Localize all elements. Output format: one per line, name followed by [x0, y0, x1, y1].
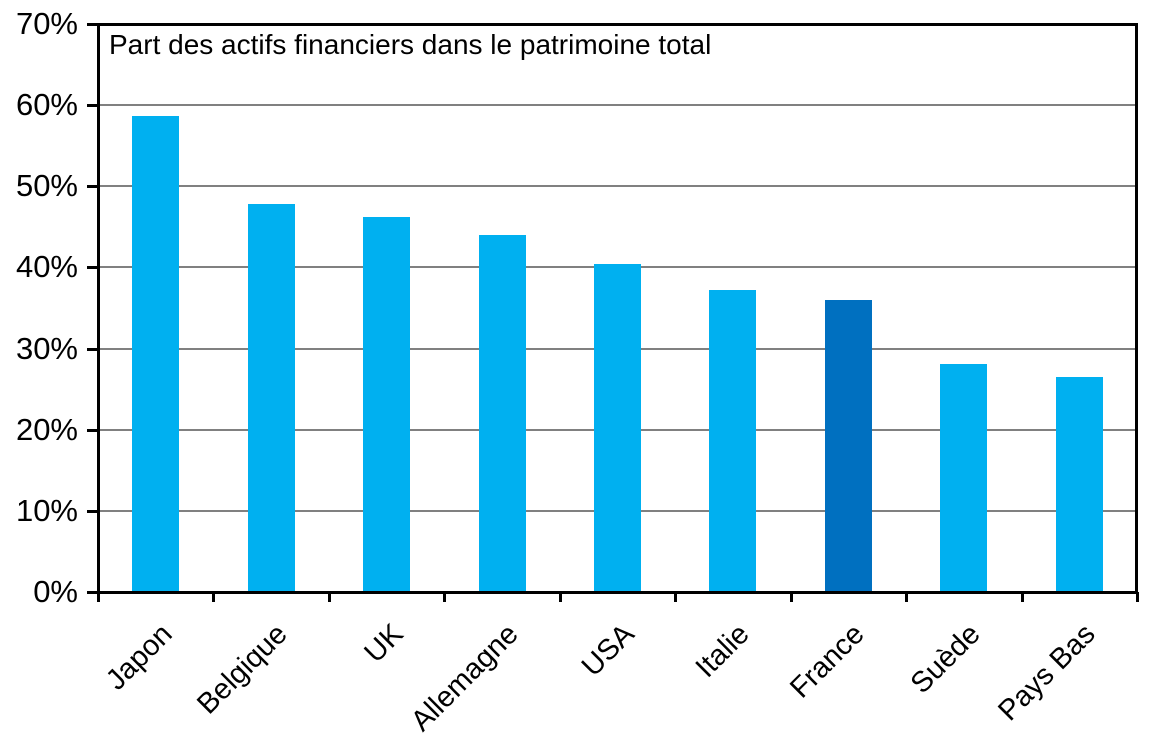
x-axis-tick — [1020, 592, 1024, 602]
gridline — [100, 185, 1135, 188]
y-axis-label: 40% — [15, 249, 78, 285]
bar-pays-bas — [1055, 376, 1103, 591]
y-axis-tick — [87, 185, 98, 189]
bar-suède — [940, 363, 988, 591]
x-axis-label: Japon — [99, 618, 179, 697]
x-axis-tick — [97, 592, 100, 602]
gridline — [100, 104, 1135, 107]
bar-france — [824, 299, 872, 591]
chart-title: Part des actifs financiers dans le patri… — [109, 29, 712, 60]
plot-border-top — [97, 23, 1138, 26]
bar-japon — [132, 115, 180, 591]
y-axis-line — [97, 24, 100, 602]
x-axis-tick — [212, 592, 216, 602]
y-axis-tick — [87, 23, 98, 26]
y-axis-tick — [87, 266, 98, 270]
bar-allemagne — [478, 234, 526, 591]
y-axis-label: 20% — [15, 411, 78, 447]
x-axis-tick — [327, 592, 331, 602]
x-axis-tick — [905, 592, 909, 602]
x-axis-tick — [1136, 592, 1139, 602]
y-axis-tick — [87, 428, 98, 432]
bar-uk — [363, 217, 411, 591]
y-axis-label: 60% — [15, 87, 78, 123]
x-axis-tick — [674, 592, 678, 602]
bar-belgique — [247, 204, 295, 591]
y-axis-label: 10% — [15, 492, 78, 528]
y-axis-tick — [87, 509, 98, 513]
x-axis-line — [97, 591, 1138, 594]
x-axis-tick — [558, 592, 562, 602]
bar-usa — [594, 264, 641, 591]
y-axis-label: 70% — [15, 6, 78, 41]
x-axis-tick — [443, 592, 447, 602]
y-axis-tick — [87, 104, 98, 108]
plot-border-right — [1135, 24, 1138, 592]
bar-italie — [709, 290, 757, 591]
y-axis-label: 50% — [15, 168, 78, 204]
y-axis-label: 0% — [33, 574, 78, 609]
y-axis-tick — [87, 347, 98, 351]
x-axis-tick — [789, 592, 793, 602]
y-axis-label: 30% — [15, 330, 78, 366]
y-axis-tick — [87, 591, 98, 594]
